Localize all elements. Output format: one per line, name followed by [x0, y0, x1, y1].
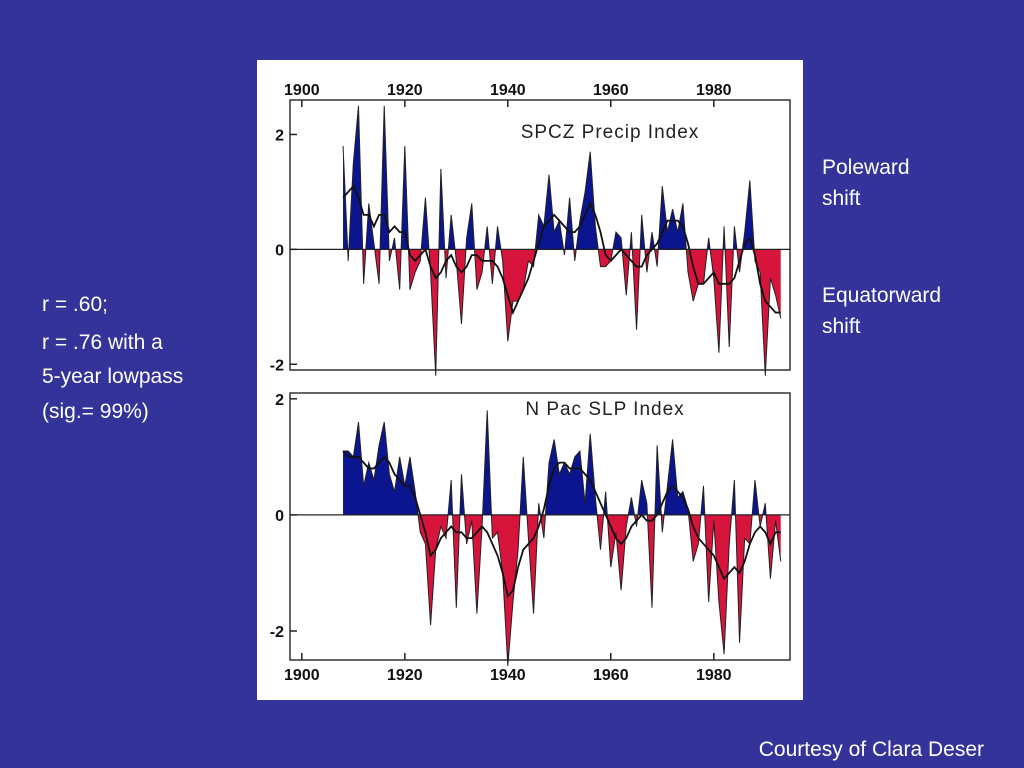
x-tick-label: 1960: [593, 667, 629, 684]
chart-title: SPCZ Precip Index: [521, 122, 700, 143]
correlation-text: 5-year lowpass: [42, 365, 183, 388]
x-tick-label: 1900: [284, 667, 320, 684]
correlation-text: r = .76 with a: [42, 331, 163, 354]
positive-area: [343, 410, 781, 515]
x-tick-label: 1920: [387, 82, 423, 99]
annotation: shift: [822, 187, 861, 210]
y-tick-label: -2: [270, 624, 284, 641]
y-tick-label: 2: [275, 392, 284, 409]
y-tick-label: 0: [275, 508, 284, 525]
plot-frame: [289, 392, 791, 661]
x-tick-label: 1980: [696, 82, 732, 99]
x-tick-label: 1900: [284, 82, 320, 99]
annotation: shift: [822, 315, 861, 338]
correlation-text: (sig.= 99%): [42, 400, 149, 423]
chart-title: N Pac SLP Index: [525, 399, 684, 420]
lowpass-line: [342, 450, 781, 599]
x-tick-label: 1940: [490, 667, 526, 684]
plot-frame: [289, 99, 791, 371]
y-tick-label: -2: [270, 357, 284, 374]
x-tick-label: 1980: [696, 667, 732, 684]
x-tick-label: 1940: [490, 82, 526, 99]
negative-area: [418, 514, 781, 660]
annotation: Poleward: [822, 156, 910, 179]
annotation: Equatorward: [822, 284, 941, 307]
x-tick-label: 1960: [593, 82, 629, 99]
y-tick-label: 2: [275, 127, 284, 144]
figure-panel: [257, 60, 803, 700]
correlation-text: r = .60;: [42, 293, 108, 316]
credit: Courtesy of Clara Deser: [759, 738, 984, 761]
index-line: [342, 105, 782, 376]
x-tick-label: 1920: [387, 667, 423, 684]
lowpass-line: [342, 184, 781, 316]
y-tick-label: 0: [275, 242, 284, 259]
